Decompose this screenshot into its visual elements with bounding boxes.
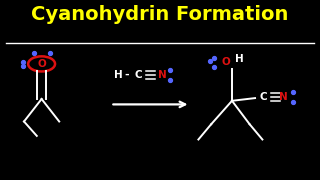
Text: H: H (114, 70, 122, 80)
Text: Cyanohydrin Formation: Cyanohydrin Formation (31, 5, 289, 24)
Text: -: - (125, 70, 129, 80)
Text: C: C (134, 70, 142, 80)
Text: N: N (158, 70, 166, 80)
Text: H: H (235, 54, 244, 64)
Text: O: O (222, 57, 231, 67)
Text: O: O (37, 59, 46, 69)
Text: N: N (279, 92, 288, 102)
Text: C: C (260, 92, 267, 102)
